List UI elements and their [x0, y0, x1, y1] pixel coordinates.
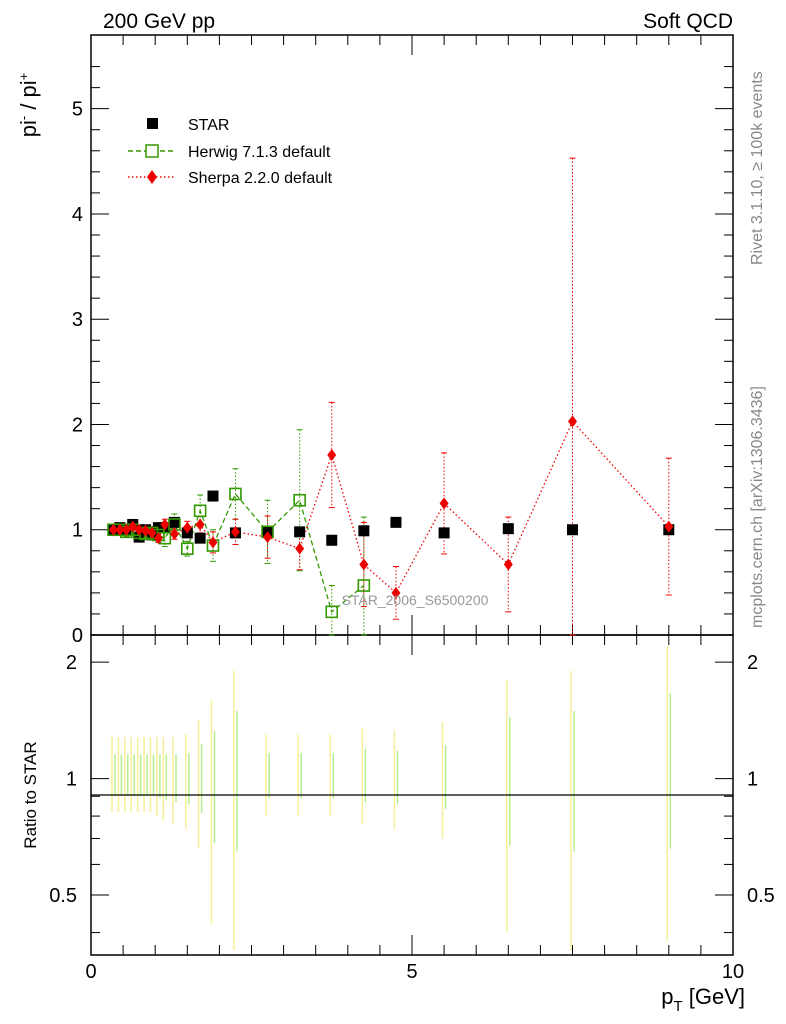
x-axis-label: pT [GeV]: [661, 984, 745, 1015]
legend-herwig-marker: [145, 144, 159, 158]
y-tick-label: 4: [72, 204, 83, 226]
y-tick-label: 3: [72, 309, 83, 331]
analysis-watermark: STAR_2006_S6500200: [342, 592, 489, 608]
sherpa-point: [160, 518, 170, 531]
mcplots-credit-text: mcplots.cern.ch [arXiv:1306.3436]: [749, 386, 766, 628]
herwig-line: [113, 492, 365, 613]
star-point: [326, 534, 338, 546]
sherpa-point: [503, 558, 513, 571]
x-tick-label: 10: [722, 961, 744, 983]
sherpa-point: [263, 531, 273, 544]
sherpa-point: [439, 497, 449, 510]
sherpa-point: [230, 525, 240, 538]
main-y-ticks: 0 1 2 3 4 5: [72, 66, 733, 647]
star-point: [358, 525, 370, 537]
ratio-y-tick-label: 0.5: [49, 885, 77, 907]
herwig-point: [193, 504, 207, 518]
ratio-y-ticks: 0.5 0.5 1 1 2 2: [49, 652, 775, 934]
herwig-point: [293, 493, 306, 507]
sherpa-point: [115, 523, 125, 536]
x-tick-label: 0: [85, 961, 96, 983]
legend-star-label: STAR: [188, 117, 229, 134]
star-point: [133, 531, 145, 543]
legend-sherpa-label: Sherpa 2.2.0 default: [188, 170, 333, 187]
ratio-y-tick-label-right: 0.5: [747, 885, 775, 907]
sherpa-point: [153, 532, 163, 545]
sherpa-point: [147, 526, 157, 539]
sherpa-point: [169, 527, 179, 540]
header-left: 200 GeV pp: [103, 10, 215, 33]
sherpa-point: [664, 520, 674, 533]
herwig-point: [357, 579, 371, 592]
sherpa-point: [295, 542, 305, 555]
sherpa-point: [568, 415, 577, 428]
ratio-y-tick-label: 2: [66, 652, 77, 674]
sherpa-point: [359, 558, 369, 571]
sherpa-point: [108, 523, 118, 536]
ratio-y-tick-label-right: 2: [747, 652, 758, 674]
sherpa-point: [327, 449, 337, 461]
sherpa-point: [208, 536, 218, 549]
sherpa-line: [113, 420, 670, 594]
ratio-y-tick-label: 1: [66, 769, 77, 791]
series-layer: [107, 157, 675, 636]
legend-herwig-label: Herwig 7.1.3 default: [188, 144, 331, 161]
star-point: [438, 527, 450, 539]
herwig-point: [325, 605, 339, 619]
star-point: [207, 490, 219, 502]
star-point: [168, 516, 180, 528]
sherpa-point: [141, 524, 151, 537]
y-tick-label: 1: [72, 520, 83, 542]
y-tick-label: 5: [72, 99, 83, 121]
star-point: [390, 516, 402, 528]
legend-sherpa-marker: [147, 170, 157, 184]
ratio-y-tick-label-right: 1: [747, 769, 758, 791]
star-point: [567, 524, 578, 536]
ratio-bands: [111, 646, 672, 951]
sherpa-point: [195, 518, 205, 531]
y-tick-label: 2: [72, 414, 83, 436]
star-point: [294, 526, 306, 538]
star-point: [502, 523, 514, 535]
header-right: Soft QCD: [643, 10, 733, 33]
x-ticks: 0 5 10: [85, 35, 744, 983]
legend-star-marker: [147, 118, 158, 129]
herwig-point: [181, 542, 194, 555]
star-point: [152, 522, 164, 534]
rivet-version-text: Rivet 3.1.10, ≥ 100k events: [749, 71, 766, 265]
y-tick-label: 0: [72, 625, 83, 647]
sherpa-point: [134, 523, 144, 536]
legend: STAR Herwig 7.1.3 default Sherpa 2.2.0 d…: [128, 117, 333, 187]
sherpa-point: [391, 586, 401, 599]
main-y-axis-label: pi- / pi+: [16, 73, 41, 138]
x-tick-label: 5: [406, 961, 417, 983]
sherpa-point: [182, 521, 192, 534]
star-point: [194, 532, 206, 544]
herwig-point: [229, 487, 242, 501]
ratio-y-axis-label: Ratio to STAR: [21, 741, 40, 848]
